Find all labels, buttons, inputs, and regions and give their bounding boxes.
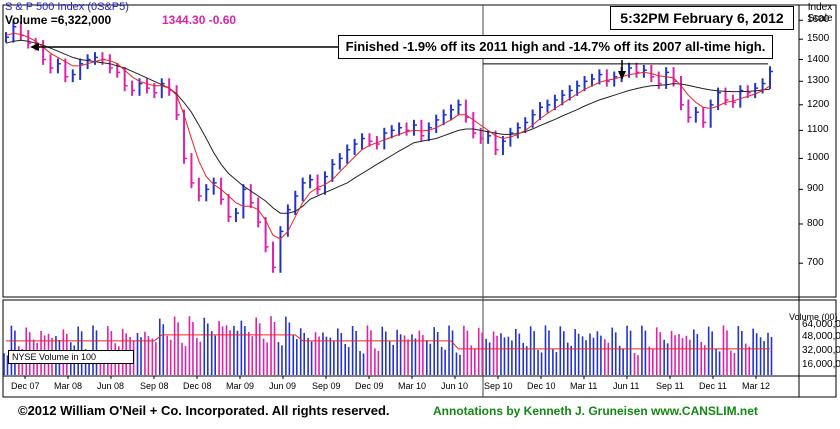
volume-readout: Volume =6,322,000 xyxy=(5,13,112,27)
annotation-note: Finished -1.9% off its 2011 high and -14… xyxy=(338,35,773,59)
x-tick-label: Mar 11 xyxy=(570,381,598,391)
x-tick-label: Dec 07 xyxy=(11,381,40,391)
price-change-readout: 1344.30 -0.60 xyxy=(162,13,237,27)
x-tick-label: Sep 10 xyxy=(484,381,513,391)
x-tick-label: Mar 09 xyxy=(226,381,255,391)
x-tick-label: Sep 11 xyxy=(656,381,684,391)
volume-axis-title: Volume (00) xyxy=(789,312,838,322)
price-tick-label: 1000 xyxy=(807,152,830,164)
timestamp-box: 5:32PM February 6, 2012 xyxy=(610,6,794,30)
ma-long-line xyxy=(5,39,771,214)
price-axis-title: Index Scale xyxy=(807,2,833,24)
x-tick-label: Jun 11 xyxy=(613,381,640,391)
x-tick-label: Mar 12 xyxy=(742,381,771,391)
volume-legend: NYSE Volume in 100 xyxy=(8,350,134,364)
x-axis-frame xyxy=(2,375,837,398)
price-tick-label: 800 xyxy=(807,217,824,229)
x-tick-label: Sep 08 xyxy=(140,381,169,391)
x-tick-label: Jun 10 xyxy=(441,381,469,391)
price-tick-label: 1400 xyxy=(807,53,830,65)
volume-tick-label: 16,000,000 xyxy=(802,359,840,370)
x-tick-label: Jun 09 xyxy=(269,381,297,391)
annotation-credit: Annotations by Kenneth J. Gruneisen www.… xyxy=(433,404,758,418)
price-tick-label: 1200 xyxy=(807,98,830,110)
arrow-head-left xyxy=(30,43,39,51)
ma-short-line xyxy=(5,32,771,240)
x-tick-label: Dec 11 xyxy=(699,381,727,391)
volume-tick-label: 48,000,000 xyxy=(802,331,840,342)
x-tick-label: Dec 08 xyxy=(183,381,212,391)
price-tick-label: 1600 xyxy=(807,14,830,26)
arrow-head-down xyxy=(618,71,626,80)
price-panel-frame xyxy=(2,4,837,298)
price-tick-label: 1500 xyxy=(807,33,830,45)
x-tick-label: Mar 10 xyxy=(398,381,427,391)
price-tick-label: 1300 xyxy=(807,75,830,87)
volume-tick-label: 64,000,000 xyxy=(802,319,840,330)
x-tick-label: Jun 08 xyxy=(97,381,125,391)
price-tick-label: 1100 xyxy=(807,124,829,136)
x-tick-label: Mar 08 xyxy=(54,381,83,391)
x-tick-label: Sep 09 xyxy=(312,381,341,391)
index-ticker: S & P 500 Index (0S&P5) xyxy=(5,1,129,13)
copyright-footer: ©2012 William O'Neil + Co. Incorporated.… xyxy=(18,403,390,418)
x-tick-label: Dec 09 xyxy=(355,381,384,391)
volume-ma-line xyxy=(6,334,770,350)
x-tick-label: Dec 10 xyxy=(527,381,556,391)
price-tick-label: 700 xyxy=(807,257,824,269)
price-tick-label: 900 xyxy=(807,183,824,195)
volume-tick-label: 32,000,000 xyxy=(802,345,840,356)
